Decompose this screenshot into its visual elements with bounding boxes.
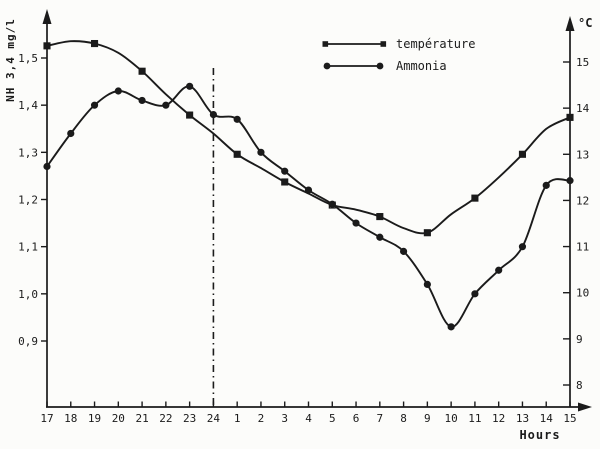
circle-data-point-marker	[376, 233, 384, 241]
right-axis-unit: °C	[578, 16, 592, 30]
ammonia-curve	[46, 85, 571, 328]
circle-marker-icon	[323, 62, 331, 70]
x-tick-label: 13	[516, 412, 529, 425]
square-data-point-marker	[43, 42, 51, 50]
x-tick-label: 6	[353, 412, 360, 425]
x-tick-label: 5	[329, 412, 336, 425]
circle-data-point-marker	[495, 266, 503, 274]
left-tick-label: 1,5	[18, 52, 38, 65]
square-data-point-marker	[518, 150, 527, 158]
x-tick-label: 17	[40, 412, 53, 425]
circle-data-point-marker	[352, 219, 360, 227]
x-tick-label: 19	[88, 412, 101, 425]
circle-data-point-marker	[43, 162, 51, 171]
square-data-point-marker	[281, 178, 289, 186]
square-data-point-marker	[233, 150, 241, 158]
circle-data-point-marker	[423, 280, 431, 288]
square-data-point-marker	[376, 213, 384, 221]
circle-data-point-marker	[542, 181, 550, 189]
x-tick-label: 1	[234, 412, 241, 425]
right-tick-label: 8	[576, 379, 583, 392]
right-tick-label: 13	[576, 148, 589, 161]
circle-data-point-marker	[233, 115, 241, 123]
circle-data-point-marker	[304, 186, 313, 194]
x-tick-label: 23	[183, 412, 196, 425]
x-tick-label: 3	[281, 412, 288, 425]
x-tick-label: 4	[305, 412, 312, 425]
circle-marker-icon	[376, 62, 384, 70]
x-tick-label: 12	[492, 412, 505, 425]
square-data-point-marker	[423, 229, 431, 237]
right-tick-label: 9	[576, 333, 583, 346]
square-marker-icon	[322, 41, 329, 47]
circle-data-point-marker	[114, 87, 122, 95]
legend: température Ammonia	[322, 37, 475, 73]
circle-data-point-marker	[186, 82, 194, 90]
square-data-point-marker	[566, 113, 574, 121]
circle-data-point-marker	[471, 290, 479, 298]
x-axis-title: Hours	[519, 428, 560, 442]
x-tick-label: 20	[112, 412, 125, 425]
legend-item-ammonia: Ammonia	[323, 59, 447, 73]
square-marker-icon	[380, 41, 387, 47]
circle-data-point-marker	[90, 101, 99, 109]
right-tick-label: 11	[576, 241, 589, 254]
circle-data-point-marker	[209, 111, 218, 119]
x-tick-label: 7	[377, 412, 384, 425]
circle-data-point-marker	[328, 200, 336, 208]
circle-data-point-marker	[67, 129, 75, 138]
legend-label-temperature: température	[396, 37, 475, 51]
x-tick-label: 24	[207, 412, 221, 425]
x-tick-label: 15	[563, 412, 576, 425]
x-axis-arrow-icon	[578, 402, 592, 412]
right-tick-label: 15	[576, 56, 589, 69]
legend-label-ammonia: Ammonia	[396, 59, 447, 73]
circle-data-point-marker	[257, 148, 265, 156]
left-tick-label: 1,2	[18, 194, 38, 207]
x-tick-label: 8	[400, 412, 407, 425]
circle-data-point-marker	[518, 243, 527, 251]
square-data-point-marker	[186, 111, 194, 119]
square-data-point-marker	[90, 39, 99, 48]
legend-item-temperature: température	[322, 37, 475, 51]
x-tick-label: 11	[468, 412, 481, 425]
right-tick-label: 14	[576, 102, 590, 115]
x-tick-label: 2	[258, 412, 265, 425]
right-axis-arrow-icon	[565, 16, 575, 31]
x-tick-label: 22	[159, 412, 172, 425]
circle-data-point-marker	[399, 247, 408, 255]
axes	[46, 22, 584, 408]
square-data-point-marker	[471, 194, 479, 202]
x-tick-label: 10	[445, 412, 458, 425]
temprature-curve	[46, 40, 571, 235]
left-tick-label: 1,4	[18, 99, 38, 112]
circle-data-point-marker	[447, 323, 455, 331]
left-tick-label: 0,9	[18, 335, 38, 348]
left-tick-label: 1,1	[18, 241, 38, 254]
circle-data-point-marker	[566, 177, 574, 185]
right-tick-label: 12	[576, 194, 589, 207]
x-tick-label: 21	[135, 412, 148, 425]
square-data-point-marker	[138, 67, 146, 75]
left-axis-arrow-icon	[42, 9, 52, 24]
circle-data-point-marker	[162, 101, 170, 109]
right-tick-label: 10	[576, 287, 589, 300]
left-tick-label: 1,0	[18, 288, 38, 301]
circle-data-point-marker	[281, 167, 289, 175]
x-tick-label: 14	[540, 412, 554, 425]
left-tick-label: 1,3	[18, 146, 38, 159]
x-tick-label: 18	[64, 412, 77, 425]
left-axis-title: NH 3,4 mg/l	[4, 18, 17, 102]
circle-data-point-marker	[138, 96, 146, 105]
axis-arrows	[42, 9, 592, 412]
x-tick-label: 9	[424, 412, 431, 425]
